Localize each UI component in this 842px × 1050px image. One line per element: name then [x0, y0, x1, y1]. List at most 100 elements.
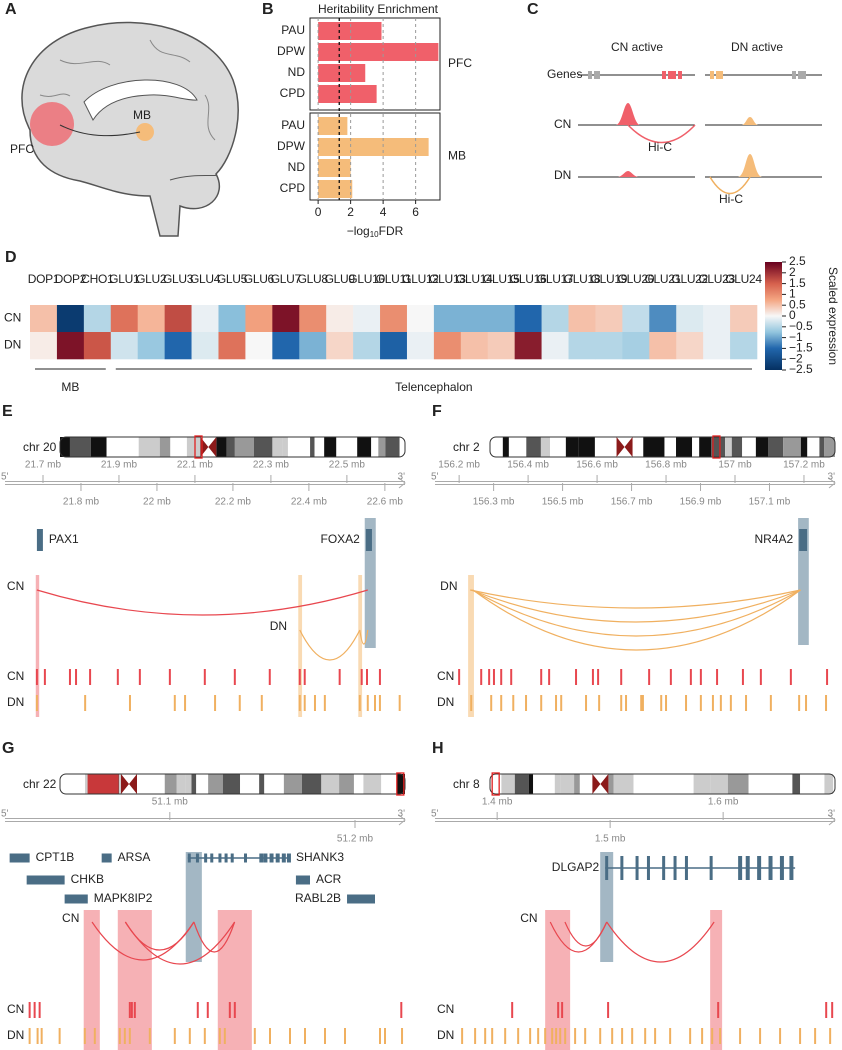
- heatmap-cell: [460, 332, 489, 360]
- bar: [318, 159, 351, 177]
- bar: [318, 22, 382, 40]
- exon: [789, 856, 794, 880]
- heatmap-cell: [326, 332, 354, 360]
- column-label: GLU18: [564, 272, 601, 286]
- x-tick-label: 1.4 mb: [482, 797, 513, 808]
- ideogram-band: [565, 437, 579, 457]
- strand-label: 5': [1, 472, 9, 483]
- region-marker: [491, 772, 500, 796]
- strand-label: 5': [1, 809, 9, 820]
- y-tick-label: PAU: [281, 23, 305, 37]
- exon: [275, 853, 280, 863]
- ideogram-band: [336, 437, 358, 457]
- heatmap-cell: [622, 305, 650, 333]
- heatmap-cell: [514, 305, 542, 333]
- ideogram-band: [106, 437, 128, 457]
- strand-label: 3': [828, 472, 836, 483]
- region-highlight: [710, 910, 723, 1050]
- x-tick-label: 156.7 mb: [611, 497, 653, 508]
- colorbar-tick-label: 2: [789, 265, 796, 279]
- x-tick-label: 1.5 mb: [595, 834, 626, 845]
- hic-arc: [627, 124, 696, 144]
- centromere: [616, 437, 633, 457]
- arc-label: DN: [440, 579, 457, 593]
- x-tick-label: 22.4 mb: [291, 497, 328, 508]
- ideogram-band: [773, 774, 793, 794]
- ideogram-band: [783, 437, 801, 457]
- heatmap-cell: [110, 332, 139, 360]
- chromosome-label: chr 20: [23, 440, 57, 454]
- row-label: DN: [4, 338, 21, 352]
- ideogram-band: [385, 437, 400, 457]
- x-tick-label: 156.8 mb: [645, 460, 687, 471]
- region-label: PFC: [10, 142, 34, 156]
- column-label: GLU21: [644, 272, 681, 286]
- ideogram-band: [234, 437, 254, 457]
- heatmap-cell: [245, 332, 273, 360]
- column-label: GLU24: [725, 272, 762, 286]
- ideogram-outline: [489, 436, 836, 458]
- exon: [224, 853, 228, 863]
- centromere: [592, 774, 609, 794]
- gene-label: SHANK3: [296, 850, 344, 864]
- ideogram-band: [339, 774, 354, 794]
- ideogram-band: [259, 774, 265, 794]
- group-label: PFC: [448, 56, 472, 70]
- chromosome-label: chr 22: [23, 777, 57, 791]
- ideogram-band: [727, 774, 749, 794]
- ideogram-band: [692, 437, 700, 457]
- ideogram-outline: [59, 773, 406, 795]
- ideogram-band: [792, 774, 801, 794]
- colorbar-tick-label: 1: [789, 287, 796, 301]
- ideogram-band: [800, 774, 810, 794]
- x-tick-label: 21.9 mb: [101, 460, 138, 471]
- ideogram-band: [283, 774, 302, 794]
- column-label: GLU3: [163, 272, 194, 286]
- ideogram-band: [508, 437, 521, 457]
- ideogram-band: [540, 437, 551, 457]
- ideogram-band: [578, 437, 595, 457]
- ideogram-band: [185, 774, 192, 794]
- ideogram-band: [490, 437, 503, 457]
- column-label: GLU11: [376, 272, 412, 286]
- centromere: [200, 437, 217, 457]
- colorbar-tick-label: −2.5: [789, 362, 813, 376]
- ideogram-band: [731, 437, 743, 457]
- heatmap-cell: [380, 332, 408, 360]
- colorbar-label: Scaled expression: [826, 267, 840, 365]
- ideogram-band: [159, 437, 171, 457]
- gene-highlight: [600, 852, 614, 962]
- ideogram-band: [253, 437, 273, 457]
- exon: [662, 856, 666, 880]
- ideogram-band: [554, 774, 561, 794]
- x-tick-label: 22 mb: [143, 497, 171, 508]
- ideogram-band: [134, 774, 156, 794]
- exon: [738, 856, 743, 880]
- y-tick-label: CPD: [280, 181, 306, 195]
- gene-lines: [578, 74, 822, 178]
- ideogram-band: [196, 774, 209, 794]
- heatmap-cell: [676, 332, 704, 360]
- exon: [281, 853, 286, 863]
- peak: [742, 117, 758, 125]
- column-label: GLU8: [298, 272, 329, 286]
- exon: [779, 856, 784, 880]
- heatmap-cell: [676, 305, 704, 333]
- heatmap-cell: [30, 305, 58, 333]
- ideogram-band: [560, 774, 575, 794]
- ideogram-band: [399, 437, 405, 457]
- exon: [757, 856, 762, 880]
- exon: [286, 853, 291, 863]
- heatmap-cell: [568, 305, 596, 333]
- ideogram-band: [725, 437, 732, 457]
- group-label: MB: [448, 149, 466, 163]
- exon: [244, 853, 247, 863]
- y-tick-label: PAU: [281, 118, 305, 132]
- ideogram-band: [357, 437, 372, 457]
- x-tick-label: 157.1 mb: [749, 497, 791, 508]
- hic-label: Hi-C: [719, 192, 743, 206]
- heatmap-cell: [595, 332, 623, 360]
- centromere: [121, 774, 137, 794]
- region-highlight: [83, 910, 100, 1050]
- column-label: GLU20: [618, 272, 655, 286]
